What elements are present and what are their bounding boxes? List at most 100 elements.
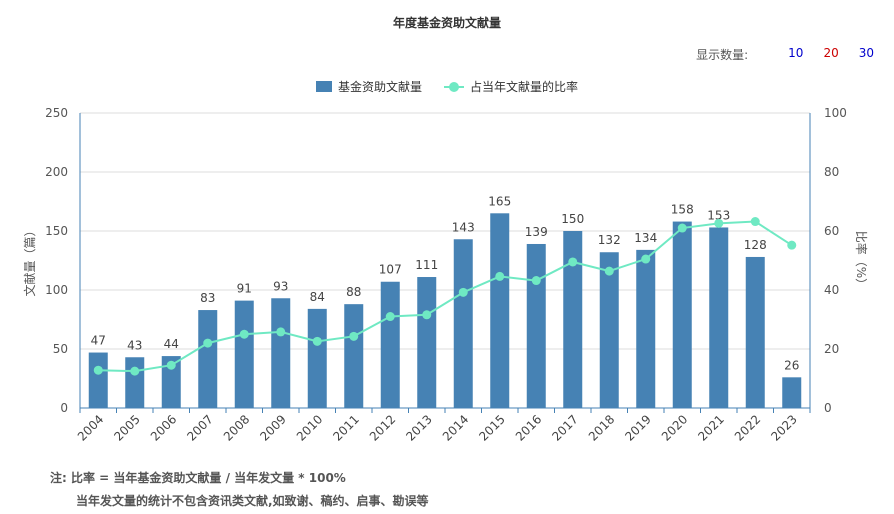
bar-value-label: 47	[91, 334, 106, 348]
bar	[745, 256, 765, 408]
ratio-line	[98, 220, 793, 373]
y2-axis-title: 比率（%）	[854, 231, 869, 290]
ratio-point	[312, 336, 322, 346]
display-count-option-20[interactable]: 20	[823, 46, 839, 60]
bar-value-label: 84	[310, 290, 325, 304]
bar-value-label: 107	[379, 263, 402, 277]
bar	[125, 357, 145, 408]
ratio-point	[641, 254, 651, 264]
x-tick-label: 2019	[622, 412, 653, 443]
x-tick-label: 2009	[257, 412, 288, 443]
ratio-point	[495, 271, 505, 281]
ratio-point	[568, 257, 578, 267]
bar	[234, 300, 254, 408]
ratio-point	[422, 310, 432, 320]
bar-value-label: 44	[164, 337, 179, 351]
bar	[307, 308, 327, 408]
y2-tick-label: 60	[824, 224, 839, 238]
x-tick-label: 2022	[732, 412, 763, 443]
display-count-control: 显示数量: 10 20 30	[696, 46, 874, 63]
bar-value-label: 158	[671, 203, 694, 217]
display-count-label: 显示数量:	[696, 48, 749, 62]
bar-value-label: 143	[452, 220, 475, 234]
chart-legend: 基金资助文献量 占当年文献量的比率	[0, 78, 894, 95]
bar	[453, 239, 473, 408]
x-tick-label: 2018	[586, 412, 617, 443]
y-tick-label: 50	[53, 342, 68, 356]
legend-item-line[interactable]: 占当年文献量的比率	[444, 78, 578, 95]
x-tick-label: 2005	[111, 412, 142, 443]
x-tick-label: 2017	[549, 412, 580, 443]
y-tick-label: 200	[45, 165, 68, 179]
bar-value-label: 83	[200, 291, 215, 305]
bar-value-label: 139	[525, 225, 548, 239]
ratio-point	[677, 223, 687, 233]
bar-value-label: 91	[237, 282, 252, 296]
legend-item-bar[interactable]: 基金资助文献量	[315, 78, 422, 95]
bar	[526, 243, 546, 408]
chart-title: 年度基金资助文献量	[392, 16, 501, 30]
bar-value-label: 153	[707, 208, 730, 222]
x-tick-label: 2006	[148, 412, 179, 443]
bar	[417, 277, 437, 408]
x-tick-label: 2013	[403, 412, 434, 443]
x-tick-label: 2021	[695, 412, 726, 443]
display-count-option-10[interactable]: 10	[788, 46, 804, 60]
x-tick-label: 2020	[659, 412, 690, 443]
y-tick-label: 250	[45, 106, 68, 120]
y-tick-label: 0	[60, 401, 68, 415]
bar-value-label: 132	[598, 233, 621, 247]
note-ratio-formula: 注: 比率 = 当年基金资助文献量 / 当年发文量 * 100%	[50, 471, 346, 485]
y2-tick-label: 100	[824, 106, 847, 120]
bar-value-label: 150	[561, 212, 584, 226]
note-exclusion: 当年发文量的统计不包含资讯类文献,如致谢、稿约、启事、勘误等	[76, 494, 429, 508]
y-tick-label: 100	[45, 283, 68, 297]
ratio-point	[458, 287, 468, 297]
bar-value-label: 111	[415, 258, 438, 272]
y-axis-title: 文献量（篇）	[22, 224, 37, 296]
y2-tick-label: 20	[824, 342, 839, 356]
ratio-point	[276, 327, 286, 337]
bar	[709, 227, 729, 408]
x-tick-label: 2008	[221, 412, 252, 443]
x-tick-label: 2023	[768, 412, 799, 443]
ratio-point	[787, 240, 797, 250]
legend-bar-label: 基金资助文献量	[337, 80, 422, 94]
y2-tick-label: 80	[824, 165, 839, 179]
ratio-point	[714, 218, 724, 228]
x-tick-label: 2004	[75, 412, 106, 443]
bar	[271, 298, 291, 408]
bar	[490, 213, 510, 408]
bar	[344, 304, 364, 408]
display-count-option-30[interactable]: 30	[858, 46, 874, 60]
bar-value-label: 88	[346, 285, 361, 299]
ratio-point	[93, 365, 103, 375]
ratio-point	[750, 217, 760, 227]
x-tick-label: 2014	[440, 412, 471, 443]
bar-value-label: 134	[634, 231, 657, 245]
ratio-point	[531, 276, 541, 286]
bar	[599, 252, 619, 408]
y-tick-label: 150	[45, 224, 68, 238]
ratio-point	[203, 338, 213, 348]
legend-line-label: 占当年文献量的比率	[470, 80, 579, 94]
bar	[161, 356, 181, 408]
bar	[88, 352, 108, 408]
bar-value-label: 26	[784, 358, 799, 372]
ratio-point	[130, 366, 140, 376]
ratio-point	[385, 312, 395, 322]
legend-bar-swatch	[315, 81, 332, 92]
bar	[198, 310, 218, 408]
bar	[636, 249, 656, 408]
bar	[672, 221, 692, 408]
ratio-point	[239, 329, 249, 339]
bar-value-label: 93	[273, 279, 288, 293]
y2-tick-label: 40	[824, 283, 839, 297]
x-tick-label: 2012	[367, 412, 398, 443]
ratio-point	[166, 360, 176, 370]
ratio-point	[349, 331, 359, 341]
x-tick-label: 2010	[294, 412, 325, 443]
bar	[380, 281, 400, 408]
bar-value-label: 165	[488, 194, 511, 208]
